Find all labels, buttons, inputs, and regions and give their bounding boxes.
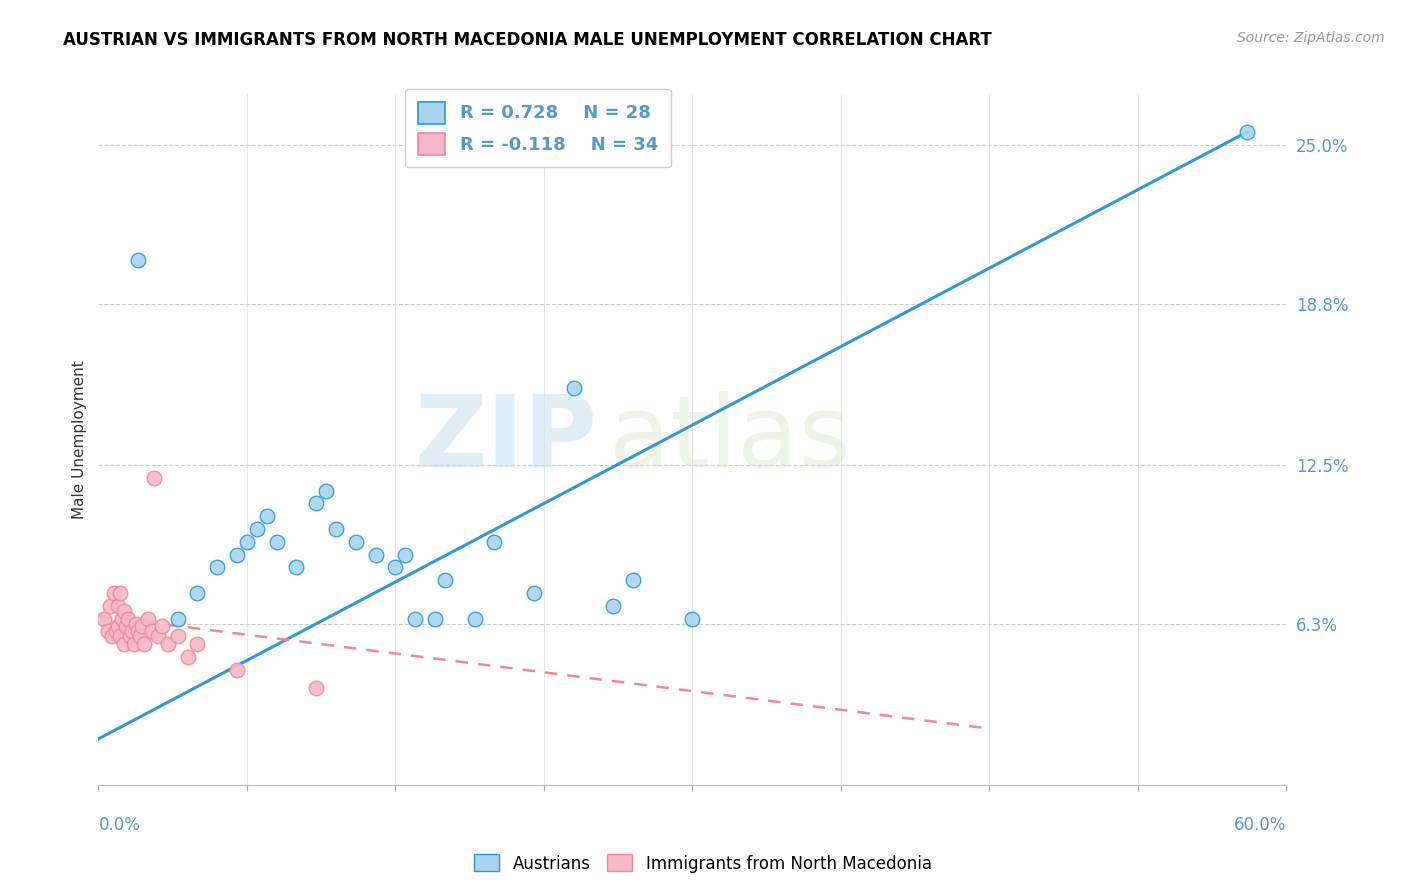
Point (433, 573, 456, 587)
Point (146, 630, 169, 644)
Point (127, 624, 149, 639)
Point (127, 253, 149, 268)
Point (1236, 125, 1258, 139)
Point (125, 616, 148, 631)
Point (115, 619, 138, 633)
Legend: R = 0.728    N = 28, R = -0.118    N = 34: R = 0.728 N = 28, R = -0.118 N = 34 (405, 89, 671, 167)
Point (682, 611, 704, 625)
Point (285, 560, 308, 574)
Point (602, 599, 624, 613)
Point (112, 637, 135, 651)
Point (166, 630, 188, 644)
Point (207, 560, 229, 574)
Point (325, 522, 347, 536)
Point (107, 619, 129, 633)
Point (364, 548, 387, 562)
Point (141, 624, 163, 639)
Point (423, 611, 446, 625)
Point (226, 663, 249, 677)
Point (131, 619, 153, 633)
Point (129, 630, 152, 644)
Point (305, 496, 328, 510)
Point (93, 611, 115, 625)
Text: 0.0%: 0.0% (98, 816, 141, 834)
Y-axis label: Male Unemployment: Male Unemployment (72, 360, 87, 518)
Point (142, 471, 165, 485)
Point (103, 586, 125, 600)
Point (108, 586, 131, 600)
Point (186, 586, 208, 600)
Text: AUSTRIAN VS IMMIGRANTS FROM NORTH MACEDONIA MALE UNEMPLOYMENT CORRELATION CHART: AUSTRIAN VS IMMIGRANTS FROM NORTH MACEDO… (63, 31, 993, 49)
Point (186, 637, 208, 651)
Point (266, 534, 288, 549)
Point (101, 630, 124, 644)
Legend: Austrians, Immigrants from North Macedonia: Austrians, Immigrants from North Macedon… (468, 847, 938, 880)
Point (120, 630, 142, 644)
Point (523, 586, 546, 600)
Point (226, 548, 249, 562)
Text: Source: ZipAtlas.com: Source: ZipAtlas.com (1237, 31, 1385, 45)
Point (236, 534, 259, 549)
Point (122, 637, 145, 651)
Point (621, 573, 644, 587)
Point (384, 560, 406, 574)
Point (256, 509, 278, 524)
Point (121, 624, 143, 639)
Point (315, 483, 337, 498)
Point (111, 611, 134, 625)
Point (97, 624, 120, 639)
Point (117, 611, 139, 625)
Point (404, 611, 426, 625)
Point (166, 611, 188, 625)
Point (562, 381, 585, 395)
Point (105, 624, 128, 639)
Text: 60.0%: 60.0% (1234, 816, 1286, 834)
Point (176, 649, 198, 664)
Point (484, 534, 506, 549)
Point (108, 630, 131, 644)
Point (464, 611, 486, 625)
Text: ZIP: ZIP (415, 391, 598, 488)
Point (132, 637, 155, 651)
Point (107, 599, 129, 613)
Point (136, 611, 159, 625)
Point (246, 522, 269, 536)
Text: atlas: atlas (609, 391, 851, 488)
Point (150, 619, 173, 633)
Point (344, 534, 367, 549)
Point (156, 637, 179, 651)
Point (112, 604, 135, 618)
Point (98, 599, 121, 613)
Point (394, 548, 416, 562)
Point (305, 681, 328, 695)
